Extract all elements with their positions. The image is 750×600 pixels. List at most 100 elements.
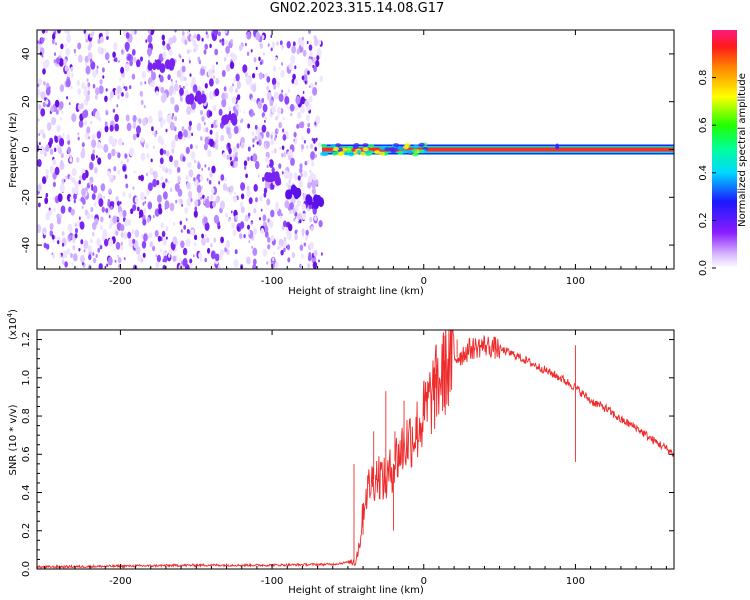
noise-speck [52, 196, 55, 200]
noise-speck [162, 237, 167, 246]
noise-speck [306, 160, 310, 165]
noise-speck [166, 150, 170, 157]
noise-speck [203, 143, 208, 151]
noise-speck [129, 85, 132, 90]
noise-speck [186, 106, 192, 115]
noise-speck [98, 198, 104, 207]
noise-speck [37, 159, 42, 167]
noise-speck [259, 195, 263, 202]
noise-speck [102, 229, 108, 238]
noise-speck [190, 263, 193, 269]
noise-speck [101, 206, 106, 213]
noise-speck [312, 86, 318, 96]
noise-speck [172, 113, 175, 117]
noise-speck [117, 254, 119, 258]
noise-speck [165, 178, 168, 183]
noise-speck [82, 262, 84, 266]
noise-speck [131, 49, 136, 56]
noise-speck [221, 98, 227, 108]
noise-speck [243, 110, 245, 114]
noise-speck [177, 166, 181, 173]
noise-speck [162, 264, 167, 269]
noise-speck [214, 88, 220, 97]
noise-speck [240, 193, 245, 200]
noise-speck [239, 221, 245, 229]
noise-speck [152, 214, 155, 219]
noise-speck [122, 83, 125, 88]
noise-speck [300, 172, 303, 178]
noise-speck [185, 82, 188, 87]
noise-speck [298, 122, 303, 129]
snr-plot-area [37, 330, 674, 569]
noise-speck [220, 134, 225, 142]
noise-speck [66, 96, 69, 100]
noise-speck [245, 42, 247, 47]
noise-speck [73, 253, 78, 262]
snr-x-tick-label: 0 [421, 576, 427, 587]
noise-speck [83, 109, 89, 118]
noise-speck [104, 238, 109, 247]
noise-speck [182, 258, 188, 267]
signal-blob [335, 143, 342, 148]
noise-speck [179, 198, 183, 205]
noise-speck [204, 83, 208, 89]
noise-speck [290, 157, 295, 166]
noise-speck [239, 233, 243, 240]
noise-speck [161, 92, 167, 102]
noise-speck [248, 110, 252, 115]
noise-speck [304, 161, 307, 166]
noise-speck [174, 134, 179, 142]
noise-speck [141, 240, 147, 249]
noise-speck [212, 75, 216, 79]
noise-speck [91, 139, 97, 148]
signal-blob [333, 147, 339, 151]
noise-speck [296, 48, 300, 55]
noise-speck [188, 120, 192, 127]
noise-speck [203, 127, 206, 132]
noise-speck [201, 237, 206, 246]
noise-speck [50, 105, 55, 113]
noise-speck [59, 117, 62, 121]
noise-speck [45, 174, 49, 180]
noise-speck [162, 51, 167, 59]
snr-y-tick-label: 1.2 [21, 332, 32, 348]
ionospheric-trace-point [274, 175, 281, 186]
noise-speck [56, 124, 61, 133]
noise-speck [156, 180, 160, 186]
noise-speck [163, 149, 167, 155]
noise-speck [201, 185, 204, 189]
noise-speck [215, 134, 219, 140]
noise-speck [207, 166, 210, 171]
noise-speck [119, 77, 122, 82]
noise-speck [126, 158, 129, 163]
noise-speck [305, 229, 309, 236]
noise-speck [297, 220, 300, 224]
noise-speck [169, 155, 173, 163]
colorbar-gradient [712, 30, 737, 268]
noise-speck [234, 161, 238, 168]
noise-speck [218, 31, 221, 37]
noise-speck [52, 33, 56, 40]
noise-speck [155, 90, 159, 96]
noise-speck [260, 228, 265, 235]
noise-speck [252, 153, 258, 163]
noise-speck [90, 61, 96, 70]
noise-speck [91, 193, 96, 201]
noise-speck [79, 175, 83, 181]
noise-speck [49, 223, 54, 230]
noise-speck [265, 156, 269, 163]
noise-speck [102, 75, 105, 79]
noise-speck [54, 99, 60, 108]
signal-blob [360, 151, 367, 156]
noise-speck [96, 131, 102, 139]
noise-speck [174, 183, 180, 192]
noise-speck [244, 266, 247, 269]
noise-speck [142, 144, 144, 148]
noise-speck [220, 174, 225, 181]
noise-speck [278, 163, 282, 169]
snr-y-tick-label: 0.6 [21, 446, 32, 462]
noise-speck [208, 136, 210, 140]
noise-speck [76, 156, 80, 163]
noise-speck [224, 124, 227, 130]
noise-speck [54, 137, 58, 142]
